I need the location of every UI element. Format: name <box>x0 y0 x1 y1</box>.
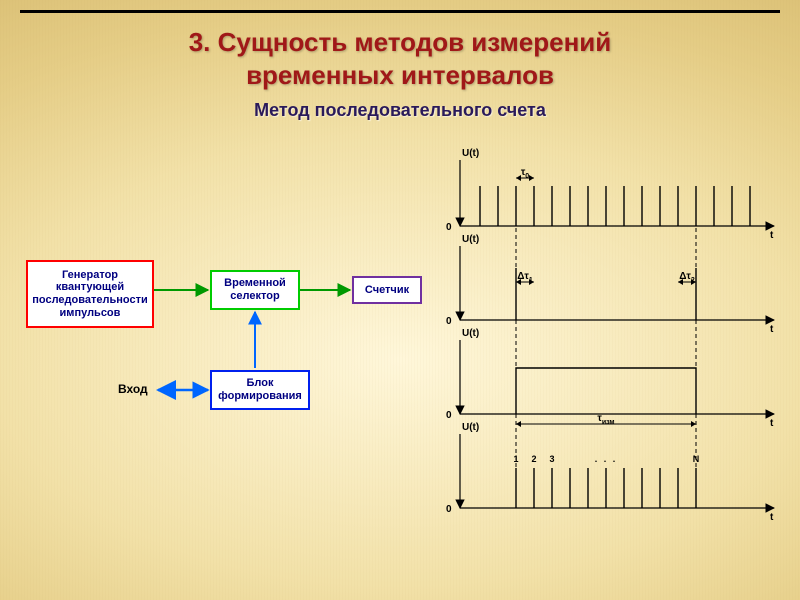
svg-text:1: 1 <box>513 454 518 464</box>
svg-text:2: 2 <box>531 454 536 464</box>
timing-charts: 0tU(t)τ00tU(t)Δτ1Δτ20tU(t)τизм0tU(t)123.… <box>0 0 800 600</box>
svg-text:t: t <box>770 418 774 429</box>
svg-text:U(t): U(t) <box>462 422 479 433</box>
svg-text:0: 0 <box>446 504 452 515</box>
svg-text:t: t <box>770 324 774 335</box>
svg-text:3: 3 <box>549 454 554 464</box>
svg-text:U(t): U(t) <box>462 148 479 159</box>
svg-text:U(t): U(t) <box>462 234 479 245</box>
svg-text:0: 0 <box>446 316 452 327</box>
svg-text:t: t <box>770 230 774 241</box>
svg-text:. . .: . . . <box>595 454 618 464</box>
svg-text:0: 0 <box>446 410 452 421</box>
svg-text:t: t <box>770 512 774 523</box>
svg-text:U(t): U(t) <box>462 328 479 339</box>
svg-text:0: 0 <box>446 222 452 233</box>
svg-text:N: N <box>693 454 700 464</box>
